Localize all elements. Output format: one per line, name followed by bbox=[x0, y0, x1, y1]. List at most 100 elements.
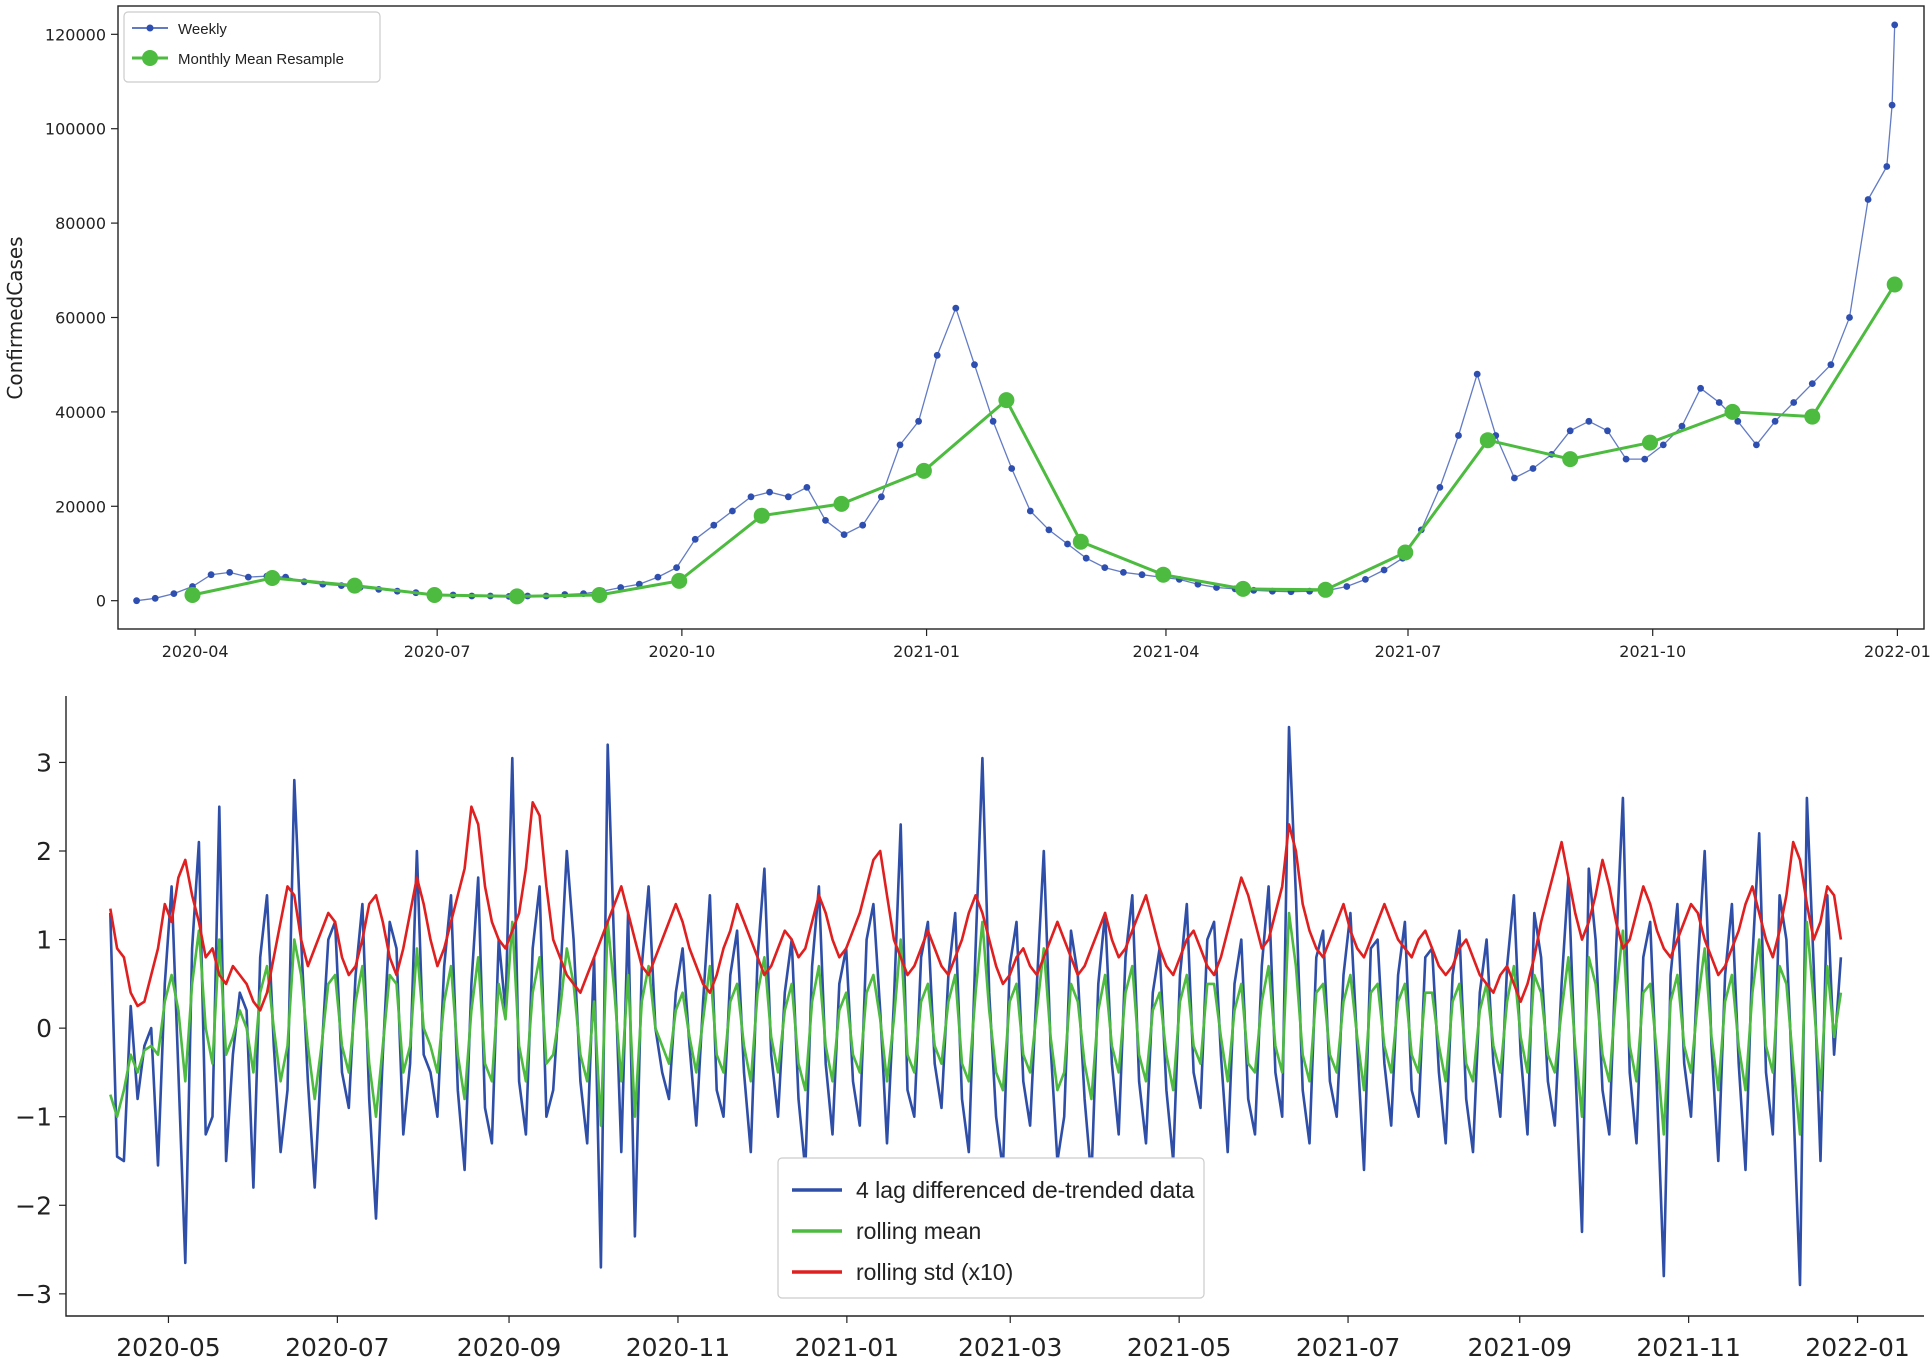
bottom-x-tick-label: 2020-05 bbox=[116, 1333, 220, 1362]
series-weekly-point bbox=[766, 488, 773, 496]
series-rolling-mean-line bbox=[109, 911, 1843, 1136]
series-weekly-point bbox=[654, 573, 662, 581]
series-weekly-point bbox=[840, 531, 848, 538]
series-weekly-point bbox=[170, 590, 178, 597]
series-weekly-point bbox=[691, 535, 699, 543]
series-monthly-point bbox=[753, 507, 770, 524]
bottom-series-layer bbox=[109, 725, 1843, 1287]
series-weekly-point bbox=[1734, 417, 1742, 425]
series-weekly-point bbox=[1622, 455, 1630, 463]
top-legend: Weekly Monthly Mean Resample bbox=[123, 11, 381, 83]
series-weekly-point bbox=[784, 493, 792, 501]
legend-rolling-std-label: rolling std (x10) bbox=[856, 1259, 1013, 1285]
series-weekly-point bbox=[1891, 21, 1899, 29]
bottom-y-tick-label: 0 bbox=[36, 1014, 52, 1043]
legend-weekly-label: Weekly bbox=[178, 21, 227, 38]
top-legend-box bbox=[123, 11, 381, 83]
series-monthly-point bbox=[915, 462, 932, 479]
series-monthly-point bbox=[1804, 408, 1821, 425]
series-weekly-point bbox=[1697, 384, 1704, 392]
bottom-y-tick-label: 3 bbox=[36, 748, 52, 777]
series-weekly-point bbox=[1436, 484, 1444, 491]
series-weekly-point bbox=[1753, 441, 1760, 449]
series-monthly-line bbox=[192, 283, 1896, 598]
series-weekly-point bbox=[1790, 399, 1798, 406]
series-weekly-point bbox=[226, 569, 234, 576]
series-weekly-point bbox=[1808, 380, 1816, 387]
series-monthly-point bbox=[833, 495, 850, 512]
top-x-tick-label: 2020-04 bbox=[162, 642, 229, 661]
series-monthly-point bbox=[591, 587, 608, 603]
top-y-tick-label: 0 bbox=[96, 592, 106, 611]
series-weekly-point bbox=[1343, 583, 1351, 590]
series-weekly-point bbox=[635, 580, 643, 588]
series-weekly-point bbox=[207, 571, 215, 579]
top-series-layer bbox=[133, 21, 1903, 605]
top-y-tick-label: 100000 bbox=[45, 120, 106, 139]
legend-weekly-marker bbox=[146, 24, 154, 32]
bottom-y-tick-label: −2 bbox=[15, 1191, 52, 1220]
series-weekly-point bbox=[1138, 571, 1146, 579]
top-x-tick-label: 2021-10 bbox=[1619, 642, 1686, 661]
series-weekly-point bbox=[151, 594, 159, 602]
series-weekly-point bbox=[1659, 441, 1667, 449]
top-x-tick-label: 2022-01 bbox=[1864, 642, 1930, 661]
series-monthly-point bbox=[998, 392, 1015, 409]
series-weekly-point bbox=[1846, 314, 1853, 321]
series-monthly-point bbox=[1072, 533, 1089, 550]
series-weekly-point bbox=[952, 304, 960, 312]
series-weekly-point bbox=[1715, 399, 1723, 406]
series-monthly-point bbox=[671, 572, 688, 589]
series-weekly-point bbox=[1455, 432, 1462, 439]
bottom-x-ticks: 2020-05 2020-07 2020-09 2020-11 2021-01 2021-… bbox=[116, 1316, 1910, 1362]
bottom-x-tick-label: 2021-11 bbox=[1636, 1333, 1740, 1362]
series-monthly-point bbox=[426, 587, 443, 603]
series-weekly-point bbox=[1045, 526, 1053, 534]
series-monthly-point bbox=[1724, 403, 1741, 420]
series-monthly-point bbox=[1886, 276, 1903, 293]
bottom-x-tick-label: 2021-03 bbox=[958, 1333, 1062, 1362]
top-y-tick-label: 40000 bbox=[55, 403, 106, 422]
series-weekly-point bbox=[933, 351, 941, 359]
series-weekly-point bbox=[617, 584, 625, 591]
series-monthly-point bbox=[1479, 432, 1496, 449]
series-weekly-point bbox=[1101, 564, 1109, 571]
series-weekly-point bbox=[244, 573, 252, 581]
bottom-y-ticks: −3 −2 −1 0 1 2 3 bbox=[15, 748, 66, 1309]
legend-monthly-label: Monthly Mean Resample bbox=[178, 51, 344, 68]
series-weekly-point bbox=[1008, 465, 1016, 472]
top-y-tick-label: 80000 bbox=[55, 214, 106, 233]
series-weekly-point bbox=[859, 521, 867, 529]
top-y-tick-label: 20000 bbox=[55, 497, 106, 516]
series-weekly-point bbox=[710, 521, 718, 529]
top-y-tick-label: 120000 bbox=[45, 25, 106, 44]
bottom-y-tick-label: −1 bbox=[15, 1103, 52, 1132]
bottom-x-tick-label: 2021-01 bbox=[795, 1333, 899, 1362]
series-monthly-point bbox=[264, 570, 281, 586]
top-x-tick-label: 2021-04 bbox=[1133, 642, 1200, 661]
legend-detrended-label: 4 lag differenced de-trended data bbox=[856, 1177, 1195, 1203]
top-x-tick-label: 2021-01 bbox=[893, 642, 960, 661]
series-monthly-point bbox=[1562, 451, 1579, 468]
series-weekly-point bbox=[1585, 417, 1593, 425]
bottom-y-tick-label: 2 bbox=[36, 837, 52, 866]
series-monthly-point bbox=[346, 577, 363, 594]
bottom-x-tick-label: 2020-09 bbox=[457, 1333, 561, 1362]
bottom-axis-spines bbox=[65, 696, 1924, 1317]
series-weekly-point bbox=[1026, 507, 1034, 515]
top-x-ticks: 2020-04 2020-07 2020-10 2021-01 2021-04 2021-… bbox=[162, 629, 1930, 661]
series-weekly-point bbox=[1473, 370, 1481, 378]
series-weekly-point bbox=[989, 417, 997, 425]
series-weekly-point bbox=[1864, 196, 1872, 203]
series-weekly-point bbox=[673, 564, 680, 571]
series-weekly-point bbox=[971, 361, 978, 369]
series-weekly-point bbox=[729, 507, 736, 515]
top-x-tick-label: 2020-07 bbox=[404, 642, 471, 661]
series-monthly-point bbox=[1155, 566, 1172, 583]
top-y-tick-label: 60000 bbox=[55, 309, 106, 328]
bottom-x-tick-label: 2020-07 bbox=[285, 1333, 389, 1362]
legend-monthly-marker bbox=[142, 50, 158, 66]
bottom-x-tick-label: 2021-09 bbox=[1467, 1333, 1571, 1362]
